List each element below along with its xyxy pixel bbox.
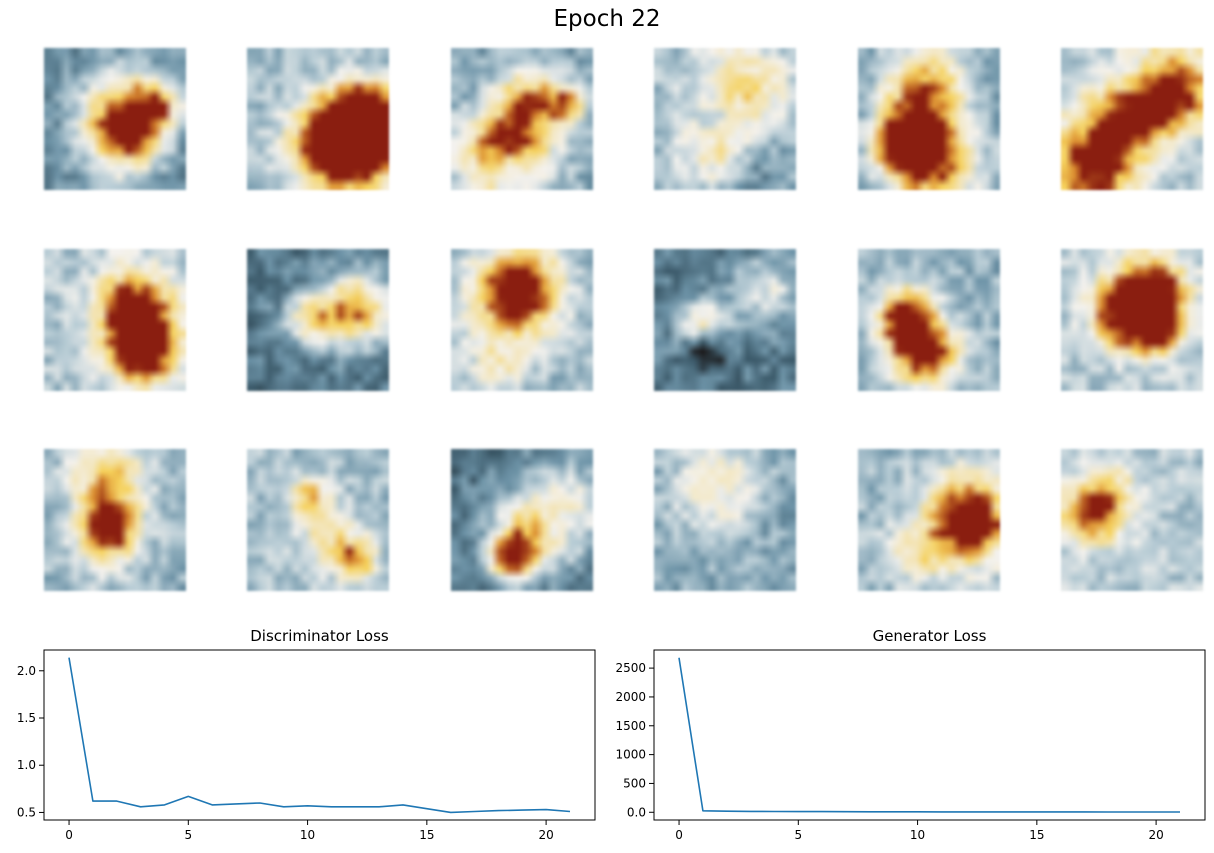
- generator-y-tick-label: 500: [623, 776, 646, 790]
- generated-sample: [451, 48, 593, 190]
- generator-y-tick-label: 1500: [615, 719, 646, 733]
- generated-sample: [1061, 48, 1203, 190]
- discriminator-y-tick-label: 2.0: [17, 664, 36, 678]
- generator-y-tick-label: 2000: [615, 690, 646, 704]
- generated-sample: [451, 449, 593, 591]
- generator-y-tick-label: 1000: [615, 748, 646, 762]
- generated-sample: [654, 449, 796, 591]
- generated-sample: [247, 249, 389, 391]
- generated-sample: [44, 249, 186, 391]
- generator-y-tick-label: 2500: [615, 661, 646, 675]
- generated-sample: [247, 48, 389, 190]
- discriminator-loss-chart: Discriminator Loss 0 5 10 15 20 0.5 1.0 1.5 2.0: [17, 627, 596, 842]
- generated-sample: [451, 249, 593, 391]
- figure-title: Epoch 22: [553, 6, 661, 32]
- discriminator-loss-line: [68, 657, 571, 814]
- generator-title: Generator Loss: [873, 627, 987, 645]
- generated-sample: [247, 449, 389, 591]
- generated-sample: [858, 48, 1000, 190]
- generator-axes-frame: [653, 649, 1206, 821]
- discriminator-y-tick-label: 1.5: [17, 711, 36, 725]
- generator-y-tick-label: 0.0: [627, 805, 646, 819]
- generated-sample: [858, 449, 1000, 591]
- discriminator-x-tick-label: 15: [419, 828, 434, 842]
- discriminator-x-tick-label: 5: [184, 828, 192, 842]
- generator-loss-chart: Generator Loss 0 5 10 15 20 0.0 500 1000 1500 2000…: [615, 627, 1206, 842]
- generator-loss-line: [678, 657, 1180, 813]
- generator-x-tick-label: 10: [910, 828, 925, 842]
- generated-sample: [44, 48, 186, 190]
- discriminator-title: Discriminator Loss: [250, 627, 389, 645]
- generated-sample: [654, 48, 796, 190]
- discriminator-y-tick-label: 0.5: [17, 805, 36, 819]
- generator-x-tick-label: 20: [1148, 828, 1163, 842]
- generated-sample: [654, 249, 796, 391]
- generated-sample: [1061, 449, 1203, 591]
- discriminator-x-tick-label: 10: [300, 828, 315, 842]
- discriminator-axes-frame: [43, 649, 596, 821]
- generated-sample: [1061, 249, 1203, 391]
- discriminator-y-tick-label: 1.0: [17, 758, 36, 772]
- discriminator-x-tick-label: 20: [538, 828, 553, 842]
- generated-sample: [858, 249, 1000, 391]
- generated-sample: [44, 449, 186, 591]
- generator-x-tick-label: 15: [1029, 828, 1044, 842]
- discriminator-x-tick-label: 0: [65, 828, 73, 842]
- generator-x-tick-label: 0: [675, 828, 683, 842]
- generator-x-tick-label: 5: [794, 828, 802, 842]
